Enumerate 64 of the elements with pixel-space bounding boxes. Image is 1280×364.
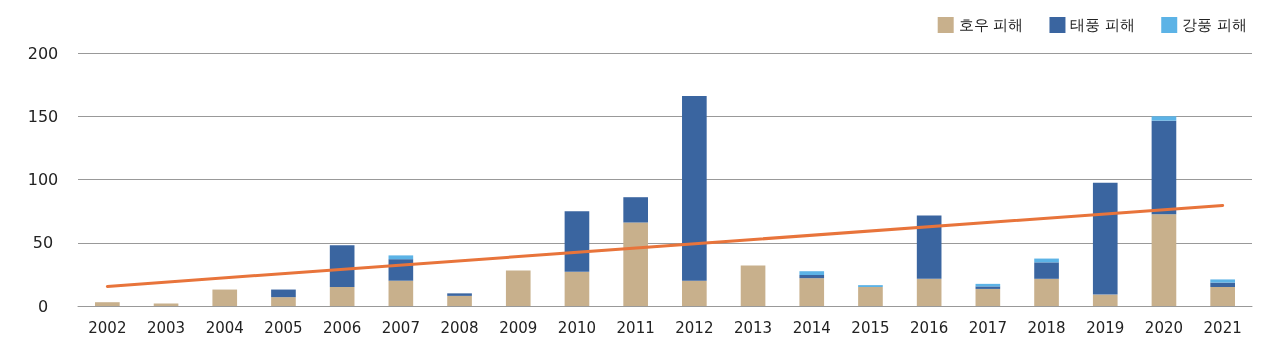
bar xyxy=(505,270,531,306)
bar xyxy=(564,271,590,306)
y-tick-label: 200 xyxy=(27,43,59,63)
bar xyxy=(1092,294,1118,306)
bar xyxy=(1151,120,1177,215)
x-tick-label: 2021 xyxy=(1203,318,1242,337)
bar xyxy=(447,293,472,296)
y-tick-label: 0 xyxy=(37,296,49,316)
bar xyxy=(212,289,238,306)
bar xyxy=(916,278,942,306)
bar xyxy=(1151,116,1177,121)
x-tick-label: 2019 xyxy=(1086,318,1125,337)
y-tick-label: 150 xyxy=(27,106,59,126)
y-tick-label: 50 xyxy=(32,233,54,253)
bar xyxy=(975,288,1001,306)
bar xyxy=(388,280,414,306)
x-tick-label: 2009 xyxy=(499,318,538,337)
legend-label: 태풍 피해 xyxy=(1070,16,1136,34)
x-tick-label: 2003 xyxy=(146,318,186,337)
y-tick-label: 100 xyxy=(27,170,59,189)
bar xyxy=(1034,278,1059,306)
bar xyxy=(447,295,472,306)
x-tick-label: 2011 xyxy=(616,318,655,337)
x-tick-label: 2017 xyxy=(968,318,1007,337)
x-tick-label: 2012 xyxy=(675,318,714,337)
bar xyxy=(1092,182,1118,295)
bar xyxy=(682,96,707,281)
bar xyxy=(740,265,766,306)
bar xyxy=(1210,279,1235,283)
bar xyxy=(1210,287,1235,306)
legend-label: 강풍 피해 xyxy=(1182,16,1248,34)
x-tick-label: 2006 xyxy=(323,318,362,337)
bar xyxy=(799,278,825,306)
x-tick-label: 2015 xyxy=(851,318,890,337)
bar xyxy=(623,222,648,306)
bar xyxy=(95,302,120,306)
bar xyxy=(329,245,355,288)
x-tick-label: 2013 xyxy=(733,318,773,337)
bar xyxy=(271,289,296,298)
bar xyxy=(1210,282,1235,288)
x-tick-label: 2008 xyxy=(440,318,479,337)
x-tick-label: 2020 xyxy=(1144,318,1184,337)
bar xyxy=(623,197,648,223)
bar xyxy=(564,211,590,272)
bar xyxy=(682,280,707,306)
x-tick-label: 2005 xyxy=(264,318,303,337)
x-tick-label: 2014 xyxy=(792,318,831,337)
x-tick-label: 2007 xyxy=(381,318,420,337)
bar xyxy=(1034,262,1059,279)
x-tick-label: 2002 xyxy=(88,318,127,337)
bar xyxy=(799,275,825,279)
x-tick-label: 2010 xyxy=(557,318,597,337)
x-tick-label: 2018 xyxy=(1027,318,1066,337)
x-tick-label: 2016 xyxy=(910,318,949,337)
bar xyxy=(858,287,883,306)
legend-label: 호우 피해 xyxy=(958,16,1024,34)
bar xyxy=(271,297,296,306)
bar xyxy=(1151,214,1177,306)
bar xyxy=(329,287,355,306)
bar xyxy=(916,215,942,279)
bar xyxy=(153,303,179,306)
bar xyxy=(388,255,414,260)
x-tick-label: 2004 xyxy=(205,318,244,337)
bar xyxy=(799,271,825,276)
